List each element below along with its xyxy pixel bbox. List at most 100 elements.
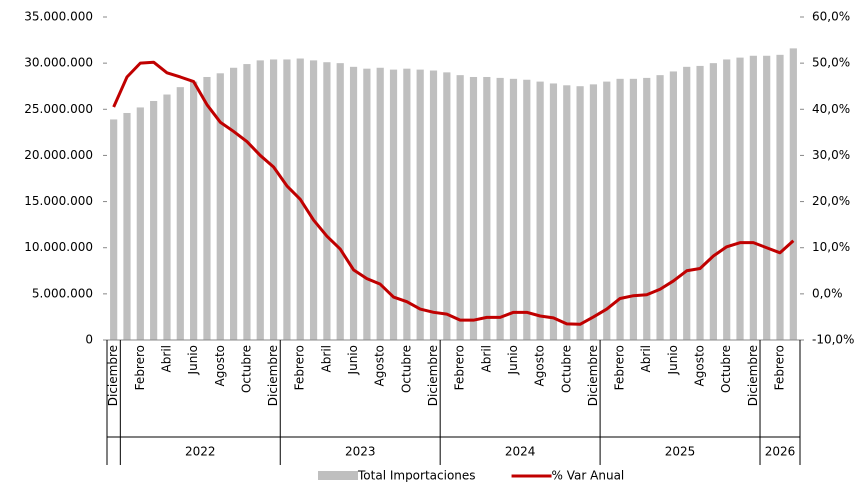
bar xyxy=(136,107,144,340)
y-tick-label: 5.000.000 xyxy=(32,286,93,300)
bar xyxy=(576,86,584,340)
x-tick-label: Febrero xyxy=(613,345,627,390)
y2-tick-label: 20,0% xyxy=(812,194,850,208)
y-tick-label: 15.000.000 xyxy=(24,194,93,208)
bar xyxy=(549,83,558,341)
bar xyxy=(163,94,171,341)
bar xyxy=(643,77,651,340)
bar xyxy=(269,59,278,341)
x-tick-label: Junio xyxy=(186,345,200,375)
x-tick-label: Abril xyxy=(319,345,333,372)
bar xyxy=(536,81,544,340)
bar xyxy=(603,81,611,340)
group-label: 2023 xyxy=(345,445,376,459)
bar xyxy=(456,75,464,340)
bar xyxy=(256,60,264,340)
bar xyxy=(563,85,571,340)
x-tick-label: Febrero xyxy=(133,345,147,390)
bar xyxy=(656,75,664,340)
y-tick-label: 30.000.000 xyxy=(24,56,93,70)
y-tick-label: 25.000.000 xyxy=(24,102,93,116)
y-tick-label: 10.000.000 xyxy=(24,240,93,254)
bar xyxy=(203,76,211,340)
x-tick-label: Abril xyxy=(159,345,173,372)
x-tick-label: Abril xyxy=(479,345,493,372)
x-tick-label: Febrero xyxy=(773,345,787,390)
bar xyxy=(230,67,238,340)
y2-tick-label: 10,0% xyxy=(812,240,850,254)
legend-swatch xyxy=(318,471,358,480)
bar xyxy=(589,84,598,341)
x-tick-label: Agosto xyxy=(213,345,227,386)
group-label: 2022 xyxy=(185,445,216,459)
bar xyxy=(723,59,731,341)
x-tick-label: Agosto xyxy=(533,345,547,386)
x-tick-label: Junio xyxy=(346,345,360,375)
y-tick-label: 0 xyxy=(85,333,93,347)
bar xyxy=(243,64,251,341)
x-tick-label: Octubre xyxy=(719,345,733,393)
x-tick-label: Diciembre xyxy=(426,345,440,406)
bar xyxy=(376,67,384,340)
line xyxy=(112,60,795,326)
bar xyxy=(283,59,291,341)
bar xyxy=(349,66,358,340)
bar xyxy=(683,66,691,340)
bar xyxy=(469,76,478,340)
x-tick-label: Diciembre xyxy=(266,345,280,406)
x-tick-label: Diciembre xyxy=(586,345,600,406)
bar xyxy=(429,70,438,341)
bar xyxy=(403,68,411,341)
bar xyxy=(709,63,717,341)
x-tick-label: Agosto xyxy=(693,345,707,386)
bar xyxy=(669,71,677,340)
x-tick-label: Febrero xyxy=(453,345,467,390)
bar xyxy=(389,69,398,341)
x-tick-label: Abril xyxy=(639,345,653,372)
bar xyxy=(523,79,531,341)
y2-tick-label: 40,0% xyxy=(812,102,850,116)
group-label: 2025 xyxy=(665,445,696,459)
x-tick-label: Diciembre xyxy=(106,345,120,406)
x-tick-label: Agosto xyxy=(373,345,387,386)
y2-tick-label: 60,0% xyxy=(812,10,850,24)
y2-tick-label: -10,0% xyxy=(812,333,854,347)
x-tick-label: Octubre xyxy=(399,345,413,393)
bar xyxy=(336,63,344,341)
x-tick-label: Junio xyxy=(506,345,520,375)
group-label: 2026 xyxy=(765,445,796,459)
group-label: 2024 xyxy=(505,445,536,459)
bar xyxy=(789,48,797,341)
bar xyxy=(150,100,158,340)
y2-tick-label: 50,0% xyxy=(812,56,850,70)
bar xyxy=(616,78,624,341)
bar xyxy=(190,81,198,340)
bar xyxy=(629,78,638,341)
x-tick-label: Octubre xyxy=(559,345,573,393)
x-tick-label: Febrero xyxy=(293,345,307,390)
y2-tick-label: 0,0% xyxy=(812,286,843,300)
bar xyxy=(483,76,491,340)
legend-label: % Var Anual xyxy=(552,469,625,483)
bar xyxy=(443,72,451,340)
bar xyxy=(749,55,757,340)
legend-label: Total Importaciones xyxy=(357,469,476,483)
bar xyxy=(763,55,771,340)
bar xyxy=(416,69,424,341)
bar xyxy=(509,78,518,341)
bar xyxy=(496,77,504,340)
x-tick-label: Diciembre xyxy=(746,345,760,406)
bar xyxy=(696,65,704,340)
bar xyxy=(123,112,131,340)
y-tick-label: 20.000.000 xyxy=(24,148,93,162)
bar xyxy=(176,87,184,340)
x-tick-label: Octubre xyxy=(239,345,253,393)
bar xyxy=(216,73,224,341)
bar xyxy=(110,119,118,341)
bar xyxy=(363,68,371,341)
y-tick-label: 35.000.000 xyxy=(24,10,93,24)
bar xyxy=(776,54,784,340)
bar xyxy=(309,60,318,340)
y2-tick-label: 30,0% xyxy=(812,148,850,162)
